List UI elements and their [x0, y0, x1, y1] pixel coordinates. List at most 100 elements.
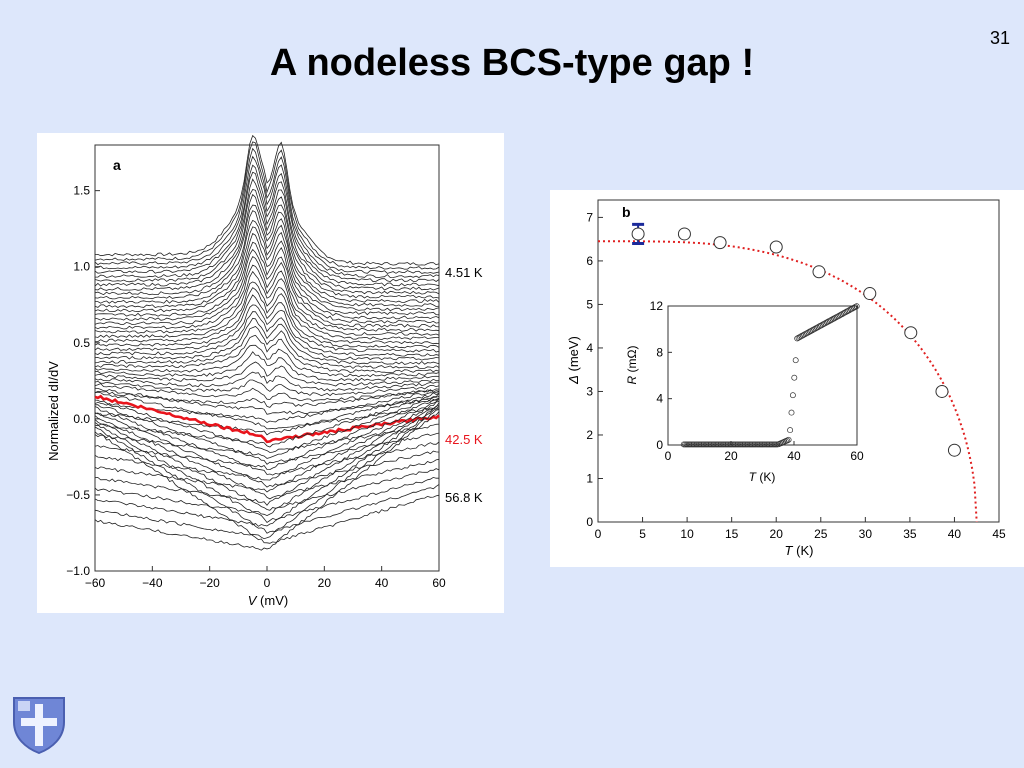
- inset-point: [690, 441, 697, 448]
- chart-a-y-tick-label: 1.0: [73, 260, 90, 274]
- chart-b-y-tick-label: 7: [586, 210, 593, 224]
- inset-point: [704, 441, 711, 448]
- inset-point: [784, 437, 791, 444]
- chart-b-x-tick-label: 10: [680, 527, 694, 541]
- chart-a-x-tick-label: 60: [432, 576, 446, 590]
- chart-a-curve: [94, 344, 440, 378]
- chart-a-y-tick-label: 0.5: [73, 336, 90, 350]
- inset-x-tick-label: 20: [724, 449, 738, 463]
- slide-number: 31: [989, 28, 1010, 48]
- panel-label-a: a: [113, 157, 121, 173]
- inset-point: [744, 441, 751, 448]
- chart-a-curve: [94, 402, 440, 506]
- chart-a-curve: [94, 393, 440, 448]
- inset-point: [850, 304, 857, 311]
- chart-a-temperature-label: 56.8 K: [445, 490, 483, 505]
- chart-a-curve: [94, 334, 440, 373]
- inset-point: [736, 441, 742, 448]
- chart-a-ylabel: Normalized dI/dV: [46, 361, 61, 461]
- inset-point: [764, 441, 771, 448]
- inset-point: [730, 441, 737, 448]
- chart-a-curve: [94, 422, 439, 524]
- chart-panel-a: a Normalized dI/dV V (mV) −60 −40 −20 0 20 40…: [37, 133, 504, 613]
- chart-a-curve: [94, 204, 440, 303]
- inset-point: [741, 441, 748, 448]
- chart-a-curve-highlight: [94, 394, 440, 444]
- inset-point: [733, 441, 740, 448]
- inset-x-tick-label: 0: [665, 449, 672, 463]
- inset-xlabel: T (K): [749, 470, 776, 484]
- inset-point: [760, 441, 767, 448]
- chart-a-curve: [94, 415, 440, 500]
- chart-a-curve: [94, 383, 440, 402]
- inset-point: [740, 441, 747, 448]
- inset-point: [716, 441, 723, 448]
- chart-b-y-tick-label: 5: [586, 297, 593, 311]
- inset-point: [707, 441, 714, 448]
- chart-a-curve: [94, 294, 440, 353]
- inset-point: [853, 303, 860, 310]
- chart-a-curve: [94, 426, 440, 534]
- inset-point: [791, 374, 798, 381]
- chart-panel-b: b Δ (meV) T (K) R (mΩ) T (K) 0 5 10 15 20 25 3…: [550, 190, 1024, 567]
- inset-point: [706, 441, 713, 448]
- inset-y-tick-label: 12: [650, 299, 664, 313]
- chart-a-temperature-label: 42.5 K: [445, 432, 483, 447]
- chart-a-svg: a Normalized dI/dV V (mV) −60 −40 −20 0 20 40…: [46, 134, 483, 608]
- chart-a-y-tick-label: 0.0: [73, 412, 90, 426]
- inset-point: [713, 441, 720, 448]
- inset-point: [697, 441, 704, 448]
- inset-point: [768, 441, 775, 448]
- inset-point: [703, 441, 710, 448]
- inset-point: [709, 441, 716, 448]
- chart-a-curve: [94, 398, 440, 481]
- chart-b-point: [631, 227, 645, 241]
- chart-a-x-tick-label: −20: [199, 576, 220, 590]
- chart-a-curve: [94, 399, 440, 453]
- inset-point: [686, 441, 693, 448]
- chart-a-y-tick-label: −0.5: [66, 488, 90, 502]
- inset-point: [683, 441, 690, 448]
- chart-b-point: [904, 326, 918, 340]
- chart-a-curve: [94, 411, 440, 551]
- college-shield-logo: [12, 696, 66, 759]
- inset-x-tick-label: 40: [787, 449, 801, 463]
- chart-a-x-tick-label: 20: [318, 576, 332, 590]
- inset-point: [761, 441, 768, 448]
- inset-point: [714, 441, 721, 448]
- panel-label-b: b: [622, 204, 631, 220]
- chart-b-y-tick-label: 0: [586, 515, 593, 529]
- inset-point: [682, 441, 689, 448]
- chart-b-xlabel: T (K): [785, 543, 814, 558]
- inset-point: [717, 441, 724, 448]
- inset-point: [743, 441, 750, 448]
- inset-point: [711, 441, 718, 448]
- chart-a-curve: [94, 409, 440, 540]
- chart-a-y-tick-label: 1.5: [73, 184, 90, 198]
- chart-b-point: [713, 236, 727, 250]
- chart-a-curve: [95, 155, 440, 279]
- chart-a-curve: [94, 193, 440, 299]
- inset-x-tick-label: 60: [850, 449, 864, 463]
- chart-a-curve: [94, 412, 440, 488]
- chart-b-point: [947, 443, 961, 457]
- inset-point: [755, 441, 762, 448]
- inset-point: [748, 441, 755, 448]
- chart-b-point: [812, 265, 826, 279]
- inset-point: [694, 441, 701, 448]
- chart-a-curve: [94, 396, 440, 459]
- chart-a-x-tick-label: 40: [375, 576, 389, 590]
- chart-a-curve: [94, 391, 440, 430]
- chart-a-curve: [94, 397, 440, 471]
- inset-point: [700, 441, 707, 448]
- chart-a-curve: [94, 388, 440, 408]
- chart-a-curve: [94, 387, 440, 415]
- chart-a-curve: [94, 281, 440, 345]
- chart-a-curve: [94, 256, 440, 332]
- chart-a-curve: [94, 134, 440, 266]
- chart-a-curve: [94, 431, 440, 544]
- chart-a-curve: [94, 248, 440, 328]
- inset-point: [734, 441, 741, 448]
- chart-a-curve: [94, 241, 440, 324]
- inset-point: [720, 441, 727, 448]
